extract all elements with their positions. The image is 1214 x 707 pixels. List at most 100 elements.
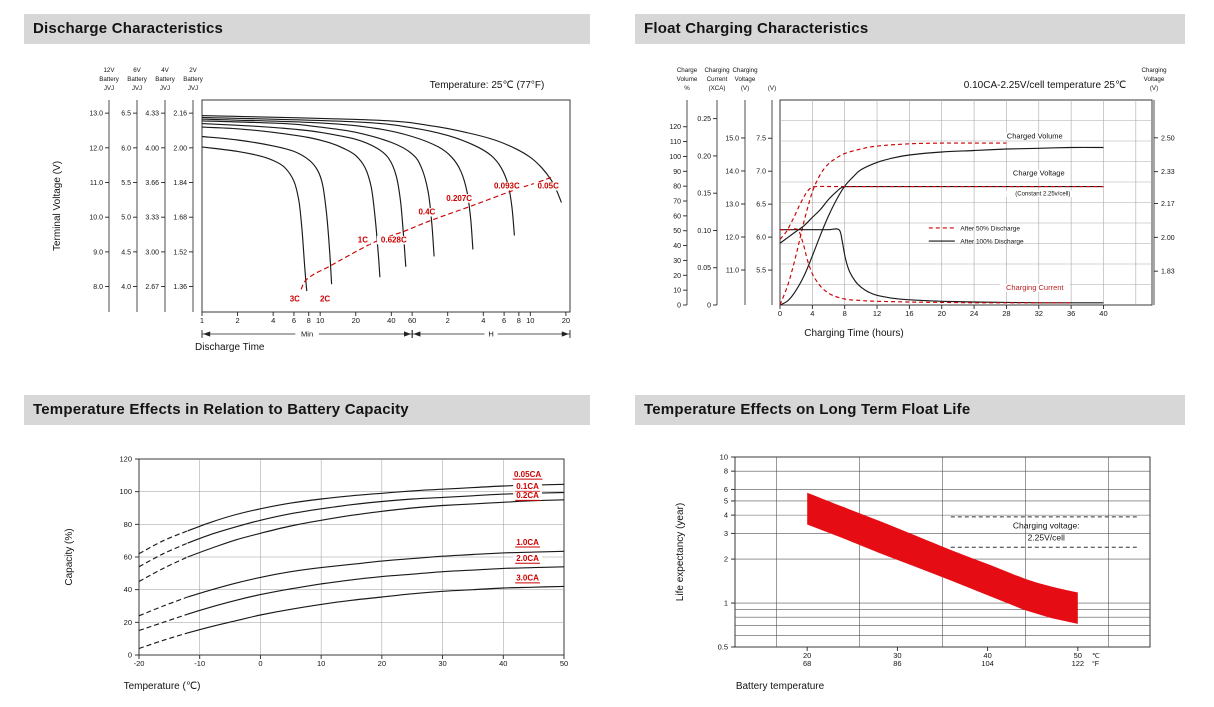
svg-text:Capacity (%): Capacity (%) [64, 528, 75, 585]
svg-text:50: 50 [560, 659, 568, 668]
svg-text:2.0CA: 2.0CA [516, 554, 539, 563]
svg-text:1.84: 1.84 [173, 180, 187, 187]
svg-text:8: 8 [843, 309, 847, 318]
svg-text:4: 4 [810, 309, 814, 318]
svg-text:40: 40 [499, 659, 507, 668]
svg-text:120: 120 [119, 455, 132, 464]
svg-text:0: 0 [707, 303, 711, 310]
svg-text:50: 50 [1074, 651, 1082, 660]
svg-text:6.5: 6.5 [121, 111, 131, 118]
svg-text:0: 0 [778, 309, 782, 318]
svg-text:(V): (V) [1150, 85, 1158, 92]
svg-text:5.0: 5.0 [121, 215, 131, 222]
svg-text:20: 20 [938, 309, 946, 318]
float-charging-chart: 0 4 8 12 16 20 24 28 32 36 40 Charge Volume% 0 10 20 30 4… [669, 67, 1175, 339]
svg-text:12: 12 [873, 309, 881, 318]
svg-text:1.0CA: 1.0CA [516, 538, 539, 547]
svg-text:28: 28 [1002, 309, 1010, 318]
svg-text:After 100% Discharge: After 100% Discharge [960, 239, 1024, 246]
svg-text:5.5: 5.5 [121, 180, 131, 187]
svg-text:2: 2 [724, 555, 728, 564]
svg-text:32: 32 [1035, 309, 1043, 318]
svg-text:0.25: 0.25 [697, 116, 711, 123]
panel-temperature-capacity: Temperature Effects in Relation to Batte… [24, 395, 590, 707]
svg-text:2.16: 2.16 [173, 111, 187, 118]
svg-text:0.4C: 0.4C [418, 208, 435, 217]
svg-text:0: 0 [258, 659, 262, 668]
svg-text:JVJ: JVJ [104, 85, 114, 92]
svg-text:2.00: 2.00 [173, 145, 187, 152]
svg-text:0.093C: 0.093C [494, 182, 520, 191]
svg-text:(V): (V) [768, 85, 776, 92]
svg-text:8: 8 [517, 316, 521, 325]
svg-text:2.25V/cell: 2.25V/cell [1028, 533, 1065, 543]
svg-text:2: 2 [446, 316, 450, 325]
svg-text:36: 36 [1067, 309, 1075, 318]
svg-text:0.5: 0.5 [718, 643, 728, 652]
svg-text:14.0: 14.0 [725, 168, 739, 175]
svg-text:Charging: Charging [732, 67, 758, 74]
svg-text:2.17: 2.17 [1161, 201, 1175, 208]
svg-text:0.207C: 0.207C [446, 194, 472, 203]
svg-text:-10: -10 [194, 659, 205, 668]
svg-text:JVJ: JVJ [132, 85, 142, 92]
svg-text:80: 80 [673, 184, 681, 191]
svg-text:10: 10 [526, 316, 534, 325]
svg-text:2.67: 2.67 [145, 284, 159, 291]
svg-text:3.33: 3.33 [145, 215, 159, 222]
right-column: Float Charging Characteristics 0 4 8 12 16 20… [635, 14, 1185, 707]
svg-text:H: H [488, 330, 493, 339]
svg-text:10: 10 [673, 288, 681, 295]
svg-text:2C: 2C [320, 295, 330, 304]
float-charging-title: Float Charging Characteristics [635, 14, 1185, 44]
svg-text:JVJ: JVJ [188, 85, 198, 92]
svg-text:0.05C: 0.05C [538, 182, 560, 191]
svg-text:15.0: 15.0 [725, 135, 739, 142]
svg-text:11.0: 11.0 [90, 180, 103, 187]
svg-text:Current: Current [707, 76, 728, 83]
svg-text:40: 40 [124, 585, 132, 594]
svg-text:10: 10 [316, 316, 324, 325]
svg-text:(V): (V) [741, 85, 749, 92]
svg-text:104: 104 [981, 659, 994, 668]
svg-text:1.68: 1.68 [173, 215, 187, 222]
float-life-title: Temperature Effects on Long Term Float L… [635, 395, 1185, 425]
svg-text:6: 6 [724, 485, 728, 494]
svg-text:0.10CA-2.25V/cell temperature: 0.10CA-2.25V/cell temperature 25℃ [964, 80, 1126, 91]
temperature-capacity-chart: -20 -10 0 10 20 30 40 50 0 20 40 60 80 100 120 Capacity… [64, 455, 568, 693]
svg-text:0.05CA: 0.05CA [514, 470, 541, 479]
svg-text:20: 20 [562, 316, 570, 325]
panel-float-life: Temperature Effects on Long Term Float L… [635, 395, 1185, 707]
svg-text:8: 8 [307, 316, 311, 325]
svg-text:4: 4 [271, 316, 275, 325]
svg-text:30: 30 [673, 258, 681, 265]
panel-discharge-characteristics: Discharge Characteristics 1 2 4 6 8 10 20 40 60 2… [24, 14, 590, 380]
svg-text:8.0: 8.0 [93, 284, 103, 291]
svg-text:3.66: 3.66 [145, 180, 159, 187]
svg-text:Min: Min [301, 330, 313, 339]
svg-text:12.0: 12.0 [89, 145, 103, 152]
svg-text:122: 122 [1072, 659, 1085, 668]
svg-text:Battery: Battery [183, 76, 204, 83]
svg-text:5: 5 [724, 496, 728, 505]
svg-text:2.00: 2.00 [1161, 235, 1175, 242]
svg-text:Temperature (℃): Temperature (℃) [124, 681, 201, 692]
svg-text:12.0: 12.0 [725, 234, 739, 241]
svg-text:13.0: 13.0 [725, 201, 739, 208]
svg-text:0.628C: 0.628C [381, 235, 407, 244]
svg-text:1.36: 1.36 [173, 284, 187, 291]
svg-text:Voltage: Voltage [1144, 76, 1165, 83]
svg-text:-20: -20 [134, 659, 145, 668]
temperature-capacity-title: Temperature Effects in Relation to Batte… [24, 395, 590, 425]
svg-text:4.0: 4.0 [121, 284, 131, 291]
svg-text:20: 20 [352, 316, 360, 325]
svg-text:20: 20 [673, 273, 681, 280]
svg-text:24: 24 [970, 309, 978, 318]
svg-text:4V: 4V [161, 67, 169, 74]
svg-text:1: 1 [200, 316, 204, 325]
svg-text:30: 30 [438, 659, 446, 668]
svg-text:Charge: Charge [677, 67, 698, 74]
left-column: Discharge Characteristics 1 2 4 6 8 10 20 40 60 2… [24, 14, 590, 707]
svg-text:6.0: 6.0 [121, 145, 131, 152]
